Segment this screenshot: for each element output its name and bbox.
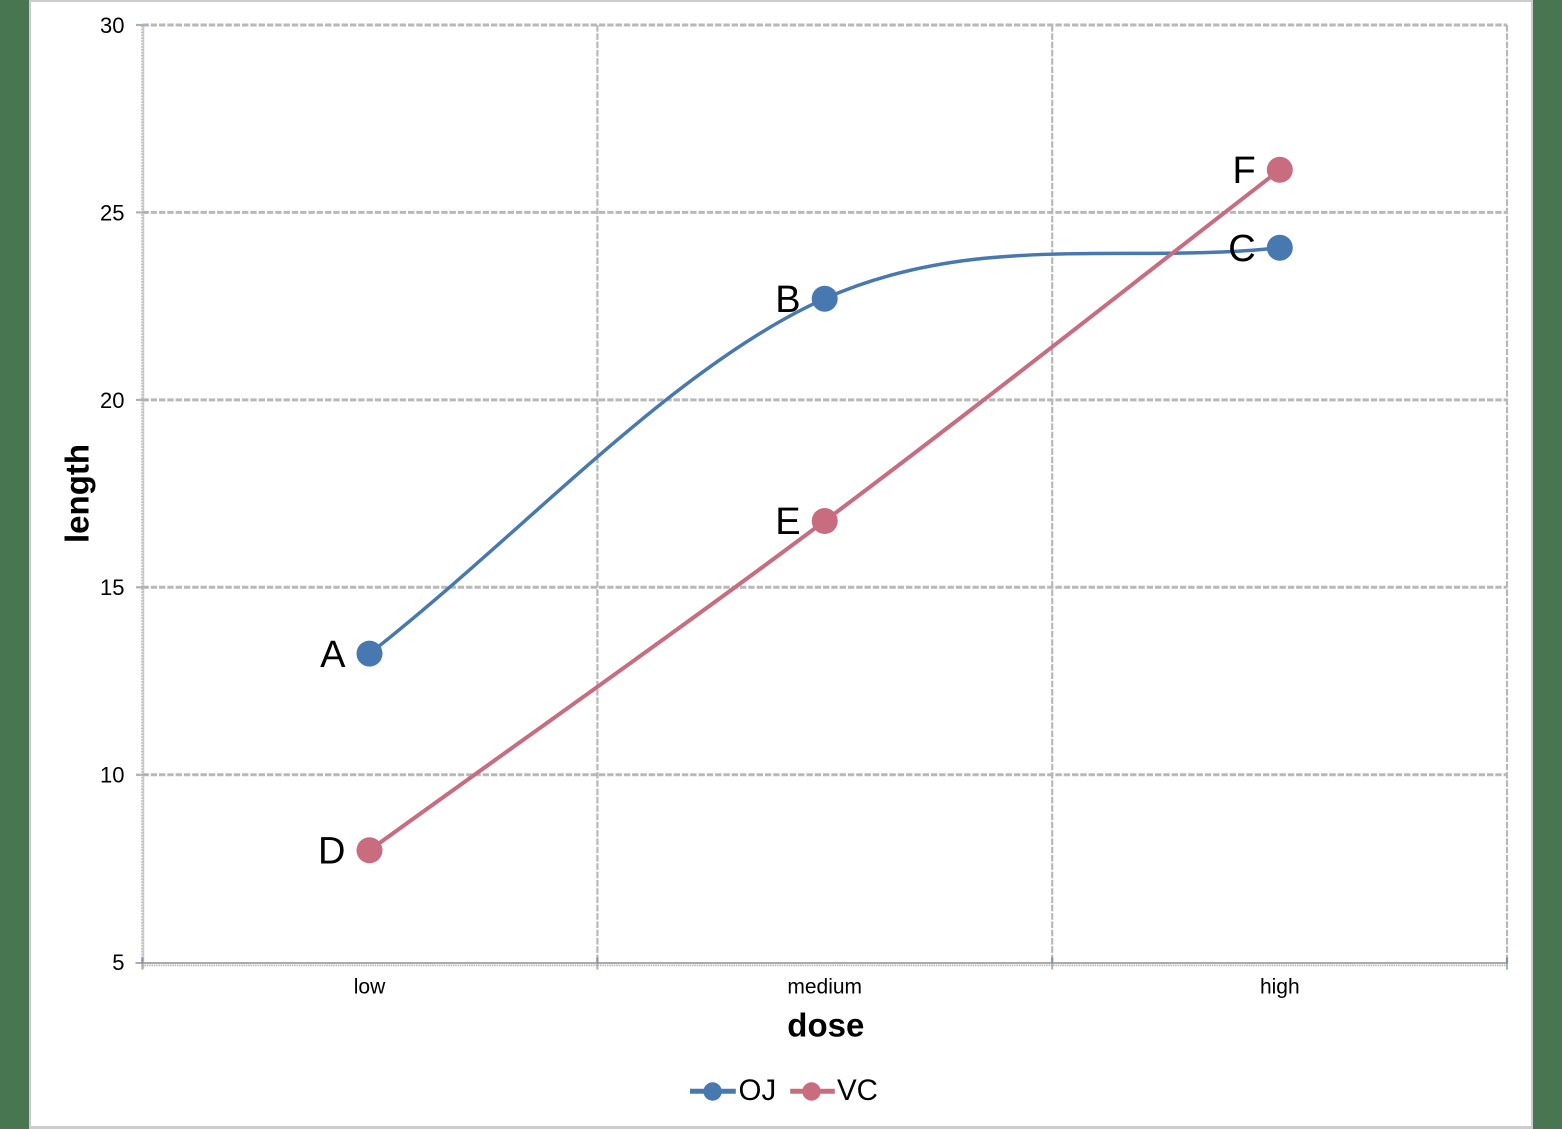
- svg-text:15: 15: [100, 575, 124, 600]
- svg-text:30: 30: [100, 13, 124, 38]
- svg-text:VC: VC: [837, 1074, 878, 1107]
- svg-text:C: C: [1228, 228, 1255, 270]
- svg-text:A: A: [320, 634, 346, 676]
- svg-text:low: low: [354, 976, 386, 999]
- svg-text:B: B: [775, 279, 800, 321]
- svg-text:25: 25: [100, 200, 124, 225]
- svg-text:high: high: [1260, 976, 1300, 999]
- svg-text:20: 20: [100, 388, 124, 413]
- svg-text:medium: medium: [787, 976, 862, 999]
- svg-text:length: length: [59, 444, 96, 543]
- svg-text:E: E: [775, 501, 800, 543]
- svg-text:OJ: OJ: [739, 1074, 777, 1107]
- svg-text:dose: dose: [787, 1007, 864, 1044]
- svg-text:D: D: [318, 831, 345, 873]
- svg-text:F: F: [1232, 150, 1255, 192]
- svg-text:10: 10: [100, 763, 124, 788]
- svg-text:5: 5: [112, 950, 124, 975]
